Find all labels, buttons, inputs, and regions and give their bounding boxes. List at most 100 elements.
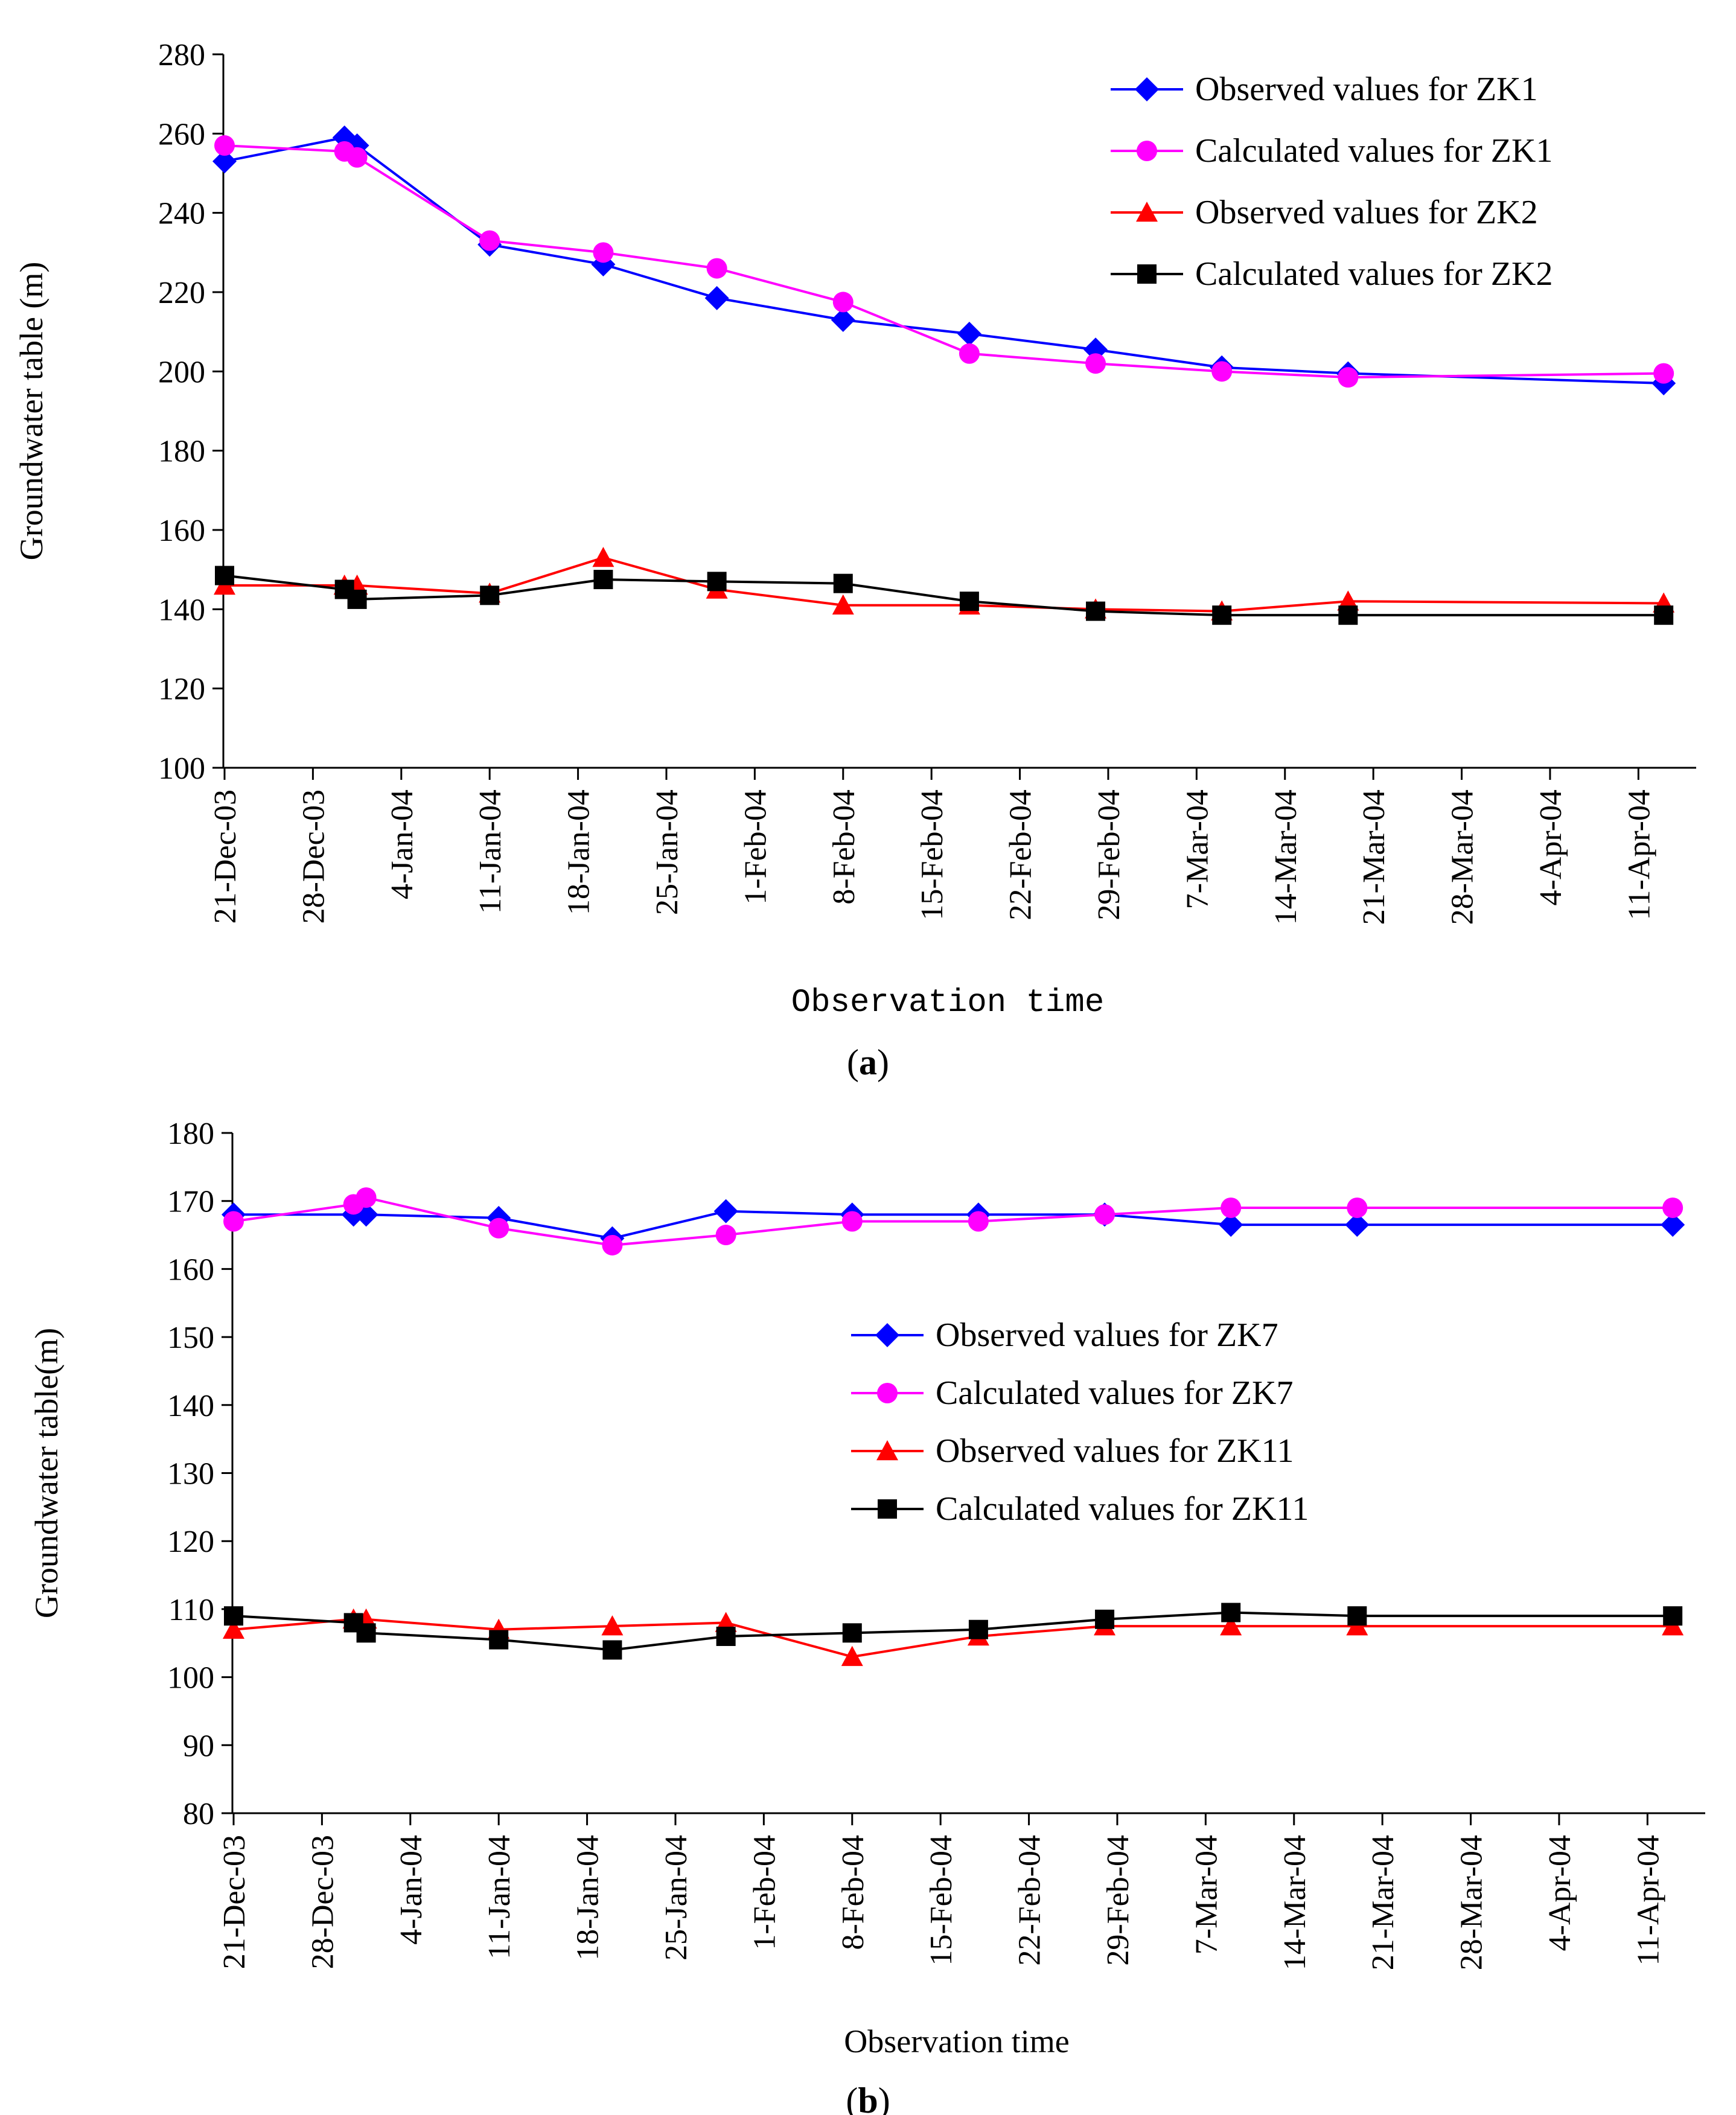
legend-label-0: Observed values for ZK1 [1195, 71, 1538, 108]
legend-marker-0 [875, 1323, 899, 1347]
data-point-1 [1085, 353, 1106, 374]
y-tick-label: 120 [167, 1525, 214, 1559]
x-tick-label: 11-Apr-04 [1622, 790, 1656, 920]
data-point-1 [223, 1211, 244, 1232]
x-tick-label: 11-Apr-04 [1631, 1835, 1665, 1966]
y-tick-label: 170 [167, 1185, 214, 1219]
chart-panel-a: 100 120 140 160 180 200 220 240 260 280 21-Dec-03 2… [13, 38, 1696, 1082]
x-tick-label: 4-Apr-04 [1534, 790, 1568, 905]
data-point-1 [593, 242, 614, 263]
data-point-0 [831, 307, 855, 332]
y-tick-label: 260 [158, 117, 205, 152]
data-point-3 [224, 1606, 243, 1626]
x-tick-label: 18-Jan-04 [571, 1835, 605, 1960]
data-point-0 [704, 286, 729, 310]
legend-label-1: Calculated values for ZK1 [1195, 132, 1553, 170]
x-tick-label: 28-Mar-04 [1455, 1835, 1489, 1970]
data-point-3 [480, 585, 500, 605]
data-point-3 [1347, 1606, 1367, 1626]
y-axis-title: Groundwater table(m) [28, 1328, 65, 1618]
data-point-3 [707, 572, 727, 592]
data-point-1 [1653, 363, 1674, 384]
y-tick-label: 80 [183, 1797, 214, 1831]
data-point-1 [706, 258, 727, 279]
data-point-2 [832, 594, 854, 615]
x-tick-label: 21-Mar-04 [1357, 790, 1391, 925]
legend-marker-3 [1137, 264, 1157, 284]
y-tick-label: 150 [167, 1321, 214, 1355]
x-tick-label: 29-Feb-04 [1101, 1835, 1135, 1966]
data-point-1 [1338, 367, 1359, 388]
y-tick-label: 130 [167, 1457, 214, 1491]
data-point-3 [842, 1623, 862, 1643]
panel-label: (b) [846, 2081, 890, 2115]
x-tick-label: 18-Jan-04 [562, 790, 596, 915]
legend-marker-2 [1136, 202, 1158, 222]
x-tick-label: 1-Feb-04 [747, 1835, 782, 1950]
series-line-0 [234, 1210, 1673, 1240]
data-point-0 [1219, 1213, 1243, 1237]
data-point-2 [1337, 590, 1359, 611]
x-tick-label: 4-Apr-04 [1543, 1835, 1577, 1951]
y-tick-label: 100 [167, 1661, 214, 1696]
data-point-3 [1663, 1606, 1683, 1626]
panel-letter: b [858, 2081, 878, 2115]
data-point-1 [1211, 361, 1233, 382]
data-point-3 [716, 1626, 736, 1646]
x-tick-label: 15-Feb-04 [924, 1835, 959, 1966]
x-tick-label: 4-Jan-04 [385, 790, 420, 899]
legend-label-2: Observed values for ZK11 [936, 1432, 1294, 1470]
legend-label-1: Calculated values for ZK7 [936, 1374, 1293, 1412]
data-point-0 [1345, 1213, 1370, 1237]
legend-label-3: Calculated values for ZK2 [1195, 255, 1553, 293]
x-tick-label: 7-Mar-04 [1180, 790, 1214, 909]
data-point-3 [959, 592, 979, 611]
data-point-3 [356, 1623, 376, 1643]
data-point-1 [346, 147, 368, 168]
y-tick-label: 90 [183, 1729, 214, 1763]
data-point-3 [1212, 605, 1232, 625]
data-point-1 [602, 1234, 623, 1255]
y-tick-label: 160 [158, 514, 205, 548]
data-point-0 [1661, 1213, 1685, 1237]
x-tick-label: 8-Feb-04 [827, 790, 861, 905]
data-point-1 [832, 292, 854, 313]
data-point-3 [347, 589, 367, 609]
legend-marker-3 [878, 1499, 897, 1519]
data-point-1 [1347, 1197, 1368, 1218]
panel-label: (a) [847, 1042, 889, 1082]
legend-marker-0 [1135, 77, 1159, 101]
y-axis-title: Groundwater table (m) [13, 262, 49, 561]
y-tick-label: 180 [167, 1117, 214, 1151]
legend-label-3: Calculated values for ZK11 [936, 1490, 1309, 1528]
data-point-1 [1221, 1197, 1242, 1218]
data-point-0 [713, 1199, 738, 1223]
data-point-1 [841, 1211, 863, 1232]
x-tick-label: 21-Mar-04 [1366, 1835, 1400, 1970]
y-tick-label: 140 [158, 593, 205, 627]
x-tick-label: 21-Dec-03 [208, 790, 243, 924]
data-point-3 [1338, 605, 1358, 625]
x-tick-label: 11-Jan-04 [473, 790, 508, 914]
y-tick-label: 240 [158, 197, 205, 231]
y-tick-label: 140 [167, 1389, 214, 1423]
x-tick-label: 7-Mar-04 [1189, 1835, 1224, 1954]
y-tick-label: 220 [158, 276, 205, 310]
x-axis-title: Observation time [844, 2023, 1069, 2059]
y-tick-label: 120 [158, 672, 205, 707]
data-point-1 [968, 1211, 989, 1232]
data-point-3 [1095, 1609, 1115, 1629]
panel-letter: a [859, 1042, 877, 1082]
data-point-1 [479, 230, 500, 251]
data-point-1 [959, 343, 980, 364]
x-tick-label: 25-Jan-04 [659, 1835, 694, 1960]
y-tick-label: 160 [167, 1252, 214, 1287]
legend-marker-2 [876, 1440, 898, 1461]
data-point-1 [715, 1225, 736, 1246]
series-line-3 [233, 1611, 1673, 1651]
x-tick-label: 14-Mar-04 [1278, 1835, 1312, 1970]
x-tick-label: 28-Mar-04 [1446, 790, 1480, 925]
legend-marker-1 [1137, 141, 1157, 161]
x-tick-label: 1-Feb-04 [738, 790, 773, 905]
data-point-1 [488, 1217, 509, 1239]
